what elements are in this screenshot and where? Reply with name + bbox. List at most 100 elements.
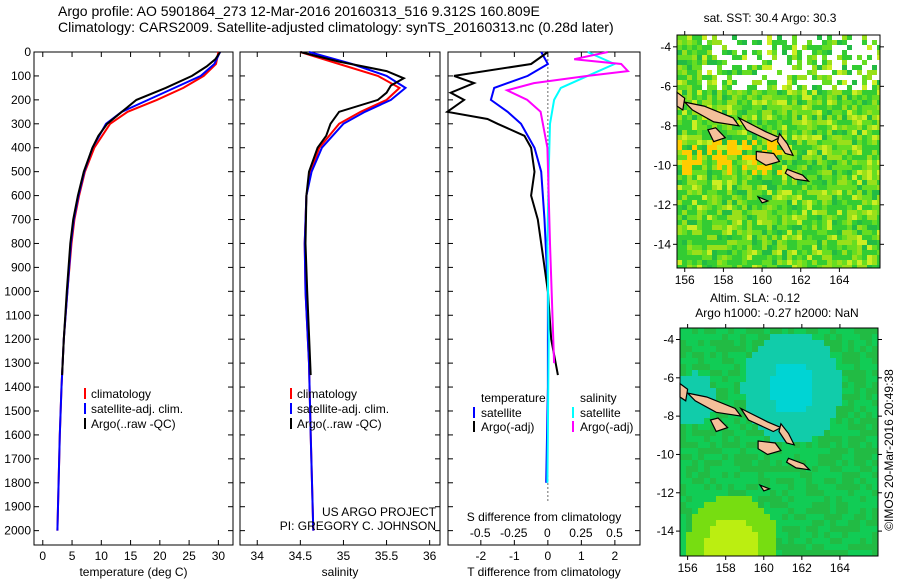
map-cell xyxy=(762,225,767,230)
map-cell xyxy=(752,90,757,95)
map-cell xyxy=(848,436,854,442)
map-cell xyxy=(722,418,728,424)
map-cell xyxy=(842,195,847,200)
map-cell xyxy=(692,220,697,225)
map-cell xyxy=(770,526,776,532)
map-cell xyxy=(764,538,770,544)
map-cell xyxy=(737,170,742,175)
map-cell xyxy=(788,508,794,514)
map-cell xyxy=(677,185,682,190)
x-tick-label: 35.5 xyxy=(375,549,399,563)
map-cell xyxy=(782,105,787,110)
map-cell xyxy=(837,185,842,190)
map-cell xyxy=(797,250,802,255)
map-cell xyxy=(818,508,824,514)
map-cell xyxy=(830,526,836,532)
map-cell xyxy=(802,260,807,265)
map-cell xyxy=(734,508,740,514)
map-cell xyxy=(747,85,752,90)
map-cell xyxy=(827,100,832,105)
map-cell xyxy=(867,200,872,205)
map-cell xyxy=(737,225,742,230)
map-cell xyxy=(818,538,824,544)
map-cell xyxy=(702,55,707,60)
map-cell xyxy=(787,45,792,50)
map-cell xyxy=(852,145,857,150)
map-cell xyxy=(777,180,782,185)
map-cell xyxy=(872,448,878,454)
map-cell xyxy=(680,526,686,532)
map-cell xyxy=(837,190,842,195)
map-cell xyxy=(697,215,702,220)
map-cell xyxy=(842,334,848,340)
y-tick-label: 2000 xyxy=(4,524,31,538)
map-cell xyxy=(747,260,752,265)
map-cell xyxy=(737,85,742,90)
map-cell xyxy=(782,466,788,472)
map-cell xyxy=(717,235,722,240)
map-cell xyxy=(712,145,717,150)
map-cell xyxy=(787,105,792,110)
map-cell xyxy=(854,502,860,508)
map-cell xyxy=(697,75,702,80)
map-cell xyxy=(872,225,877,230)
map-cell xyxy=(740,382,746,388)
map-cell xyxy=(764,472,770,478)
map-cell xyxy=(686,334,692,340)
map-cell xyxy=(797,135,802,140)
map-cell xyxy=(860,364,866,370)
map-cell xyxy=(818,550,824,556)
map-cell xyxy=(854,484,860,490)
map-cell xyxy=(854,430,860,436)
map-cell xyxy=(824,388,830,394)
map-cell xyxy=(740,538,746,544)
map-cell xyxy=(842,260,847,265)
map-cell xyxy=(877,180,880,185)
map-cell xyxy=(740,508,746,514)
map-cell xyxy=(877,50,880,55)
map-cell xyxy=(697,65,702,70)
y-tick-label: 800 xyxy=(11,236,31,250)
map-cell xyxy=(824,382,830,388)
map-cell xyxy=(772,105,777,110)
map-cell xyxy=(837,160,842,165)
map-cell xyxy=(757,210,762,215)
map-cell xyxy=(802,165,807,170)
map-cell xyxy=(717,220,722,225)
map-cell xyxy=(727,40,732,45)
zero-line-dot xyxy=(547,107,549,109)
zero-line-dot xyxy=(547,95,549,97)
map-cell xyxy=(692,460,698,466)
map-cell xyxy=(830,328,836,334)
map-cell xyxy=(680,430,686,436)
map-cell xyxy=(727,80,732,85)
map-cell xyxy=(707,250,712,255)
x-tick-label: 30 xyxy=(212,549,226,563)
map-cell xyxy=(682,255,687,260)
map-cell xyxy=(862,65,867,70)
map-cell xyxy=(777,50,782,55)
map-cell xyxy=(822,35,827,40)
map-cell xyxy=(677,170,682,175)
map-cell xyxy=(722,394,728,400)
map-cell xyxy=(872,65,877,70)
map-cell xyxy=(830,334,836,340)
map-cell xyxy=(782,125,787,130)
map-cell xyxy=(677,160,682,165)
map-cell xyxy=(807,110,812,115)
map-cell xyxy=(697,170,702,175)
map-cell xyxy=(686,376,692,382)
map-cell xyxy=(824,430,830,436)
map-cell xyxy=(686,448,692,454)
map-cell xyxy=(764,496,770,502)
map-cell xyxy=(757,135,762,140)
map-cell xyxy=(680,418,686,424)
credit-pi: PI: GREGORY C. JOHNSON xyxy=(280,519,436,533)
map-cell xyxy=(800,472,806,478)
map-cell xyxy=(842,215,847,220)
map-cell xyxy=(692,370,698,376)
map-cell xyxy=(740,502,746,508)
map-cell xyxy=(692,245,697,250)
map-cell xyxy=(788,340,794,346)
legend-label: satellite-adj. clim. xyxy=(297,402,389,416)
